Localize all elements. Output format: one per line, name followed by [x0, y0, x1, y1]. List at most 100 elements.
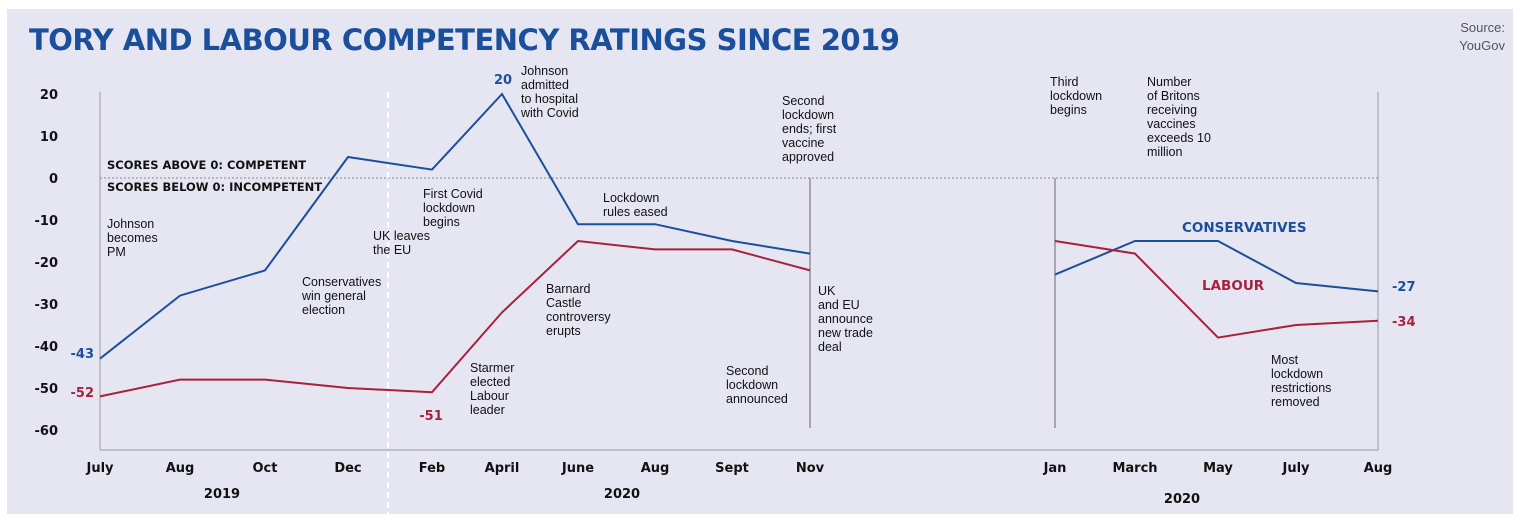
x-tick-label: Sept: [715, 461, 749, 476]
source-name: YouGov: [1459, 38, 1505, 53]
chart-panel: TORY AND LABOUR COMPETENCY RATINGS SINCE…: [7, 9, 1513, 514]
annotation-line: vaccine: [782, 136, 824, 150]
x-tick-label: Feb: [419, 461, 445, 476]
series-label-conservatives: CONSERVATIVES: [1182, 220, 1307, 236]
event-annotation: Barnard Castle controversy erupts: [546, 282, 611, 338]
event-annotation: UK and EU announce new trade deal: [818, 284, 873, 354]
point-label: -43: [71, 347, 95, 362]
annotation-line: Starmer: [470, 361, 514, 375]
event-annotation: Conservatives win general election: [301, 275, 381, 317]
annotation-line: restrictions: [1271, 381, 1331, 395]
conservatives-line: [99, 92, 811, 360]
event-annotation: Most lockdown restrictions removed: [1271, 353, 1331, 409]
year-label: 2020: [604, 487, 640, 502]
x-tick-label: Dec: [334, 461, 361, 476]
y-tick-label: -40: [35, 340, 59, 355]
x-tick-label: Aug: [641, 461, 670, 476]
y-tick-label: -60: [35, 424, 59, 439]
annotation-line: Lockdown: [603, 191, 659, 205]
annotation-line: PM: [107, 245, 126, 259]
annotation-line: Conservatives: [302, 275, 381, 289]
annotation-line: of Britons: [1147, 89, 1200, 103]
annotation-line: Barnard: [546, 282, 591, 296]
annotation-line: announce: [818, 312, 873, 326]
year-label: 2020: [1164, 492, 1200, 507]
annotation-line: the EU: [373, 243, 411, 257]
chart-title: TORY AND LABOUR COMPETENCY RATINGS SINCE…: [29, 23, 900, 57]
x-tick-label: Oct: [253, 461, 278, 476]
annotation-line: new trade: [818, 326, 873, 340]
labour-line: [1054, 240, 1379, 339]
event-annotation: UK leaves the EU: [373, 229, 430, 257]
event-annotation: Starmer elected Labour leader: [470, 361, 514, 417]
annotation-line: receiving: [1147, 103, 1197, 117]
event-annotation: Second lockdown announced: [726, 364, 788, 406]
annotation-line: Johnson: [521, 64, 568, 78]
x-tick-label: Aug: [166, 461, 195, 476]
y-tick-label: -20: [35, 256, 59, 271]
annotation-line: million: [1147, 145, 1182, 159]
source-note: Source: YouGov: [1415, 19, 1505, 55]
annotation-line: announced: [726, 392, 788, 406]
annotation-line: Third: [1050, 75, 1079, 89]
annotation-line: deal: [818, 340, 842, 354]
point-label: -51: [419, 409, 443, 424]
annotation-line: elected: [470, 375, 510, 389]
annotation-line: leader: [470, 403, 505, 417]
x-tick-label: May: [1203, 461, 1233, 476]
annotation-line: Second: [726, 364, 768, 378]
point-label: -34: [1392, 315, 1416, 330]
annotation-line: to hospital: [521, 92, 578, 106]
annotation-line: win general: [301, 289, 366, 303]
annotation-line: UK: [818, 284, 836, 298]
annotation-line: UK leaves: [373, 229, 430, 243]
year-label: 2019: [204, 487, 240, 502]
annotation-line: Number: [1147, 75, 1191, 89]
labour-line: [99, 239, 811, 398]
event-annotation: Johnson admitted to hospital with Covid: [520, 64, 579, 120]
x-tick-label: April: [485, 461, 520, 476]
annotation-line: Second: [782, 94, 824, 108]
label-competent: SCORES ABOVE 0: COMPETENT: [107, 158, 306, 172]
annotation-line: Johnson: [107, 217, 154, 231]
annotation-line: lockdown: [423, 201, 475, 215]
x-tick-label: Jan: [1043, 461, 1067, 476]
annotation-line: erupts: [546, 324, 581, 338]
annotation-line: removed: [1271, 395, 1320, 409]
x-tick-label: July: [1281, 461, 1310, 476]
point-label: -52: [71, 386, 95, 401]
annotation-line: rules eased: [603, 205, 668, 219]
point-label: 20: [494, 73, 512, 88]
annotation-line: lockdown: [1271, 367, 1323, 381]
x-tick-label: Nov: [796, 461, 825, 476]
y-tick-label: 0: [49, 172, 58, 187]
annotation-line: Most: [1271, 353, 1299, 367]
annotation-line: and EU: [818, 298, 860, 312]
event-annotation: Johnson becomes PM: [107, 217, 158, 259]
y-tick-label: -30: [35, 298, 59, 313]
source-label: Source:: [1460, 20, 1505, 35]
annotation-line: exceeds 10: [1147, 131, 1211, 145]
y-tick-label: -10: [35, 214, 59, 229]
annotation-line: lockdown: [726, 378, 778, 392]
annotation-line: First Covid: [423, 187, 483, 201]
y-tick-label: 10: [40, 130, 58, 145]
annotation-line: with Covid: [520, 106, 579, 120]
conservatives-line: [1054, 240, 1379, 293]
annotation-line: Labour: [470, 389, 509, 403]
annotation-line: election: [302, 303, 345, 317]
x-tick-label: June: [561, 461, 594, 476]
event-annotation: Third lockdown begins: [1050, 75, 1102, 117]
annotation-line: admitted: [521, 78, 569, 92]
annotation-line: vaccines: [1147, 117, 1196, 131]
event-annotation: Lockdown rules eased: [603, 191, 668, 219]
annotation-line: approved: [782, 150, 834, 164]
event-annotation: First Covid lockdown begins: [423, 187, 483, 229]
annotation-line: controversy: [546, 310, 611, 324]
y-tick-label: -50: [35, 382, 59, 397]
annotation-line: becomes: [107, 231, 158, 245]
y-tick-label: 20: [40, 88, 58, 103]
x-tick-label: Aug: [1364, 461, 1393, 476]
point-label: -27: [1392, 280, 1416, 295]
